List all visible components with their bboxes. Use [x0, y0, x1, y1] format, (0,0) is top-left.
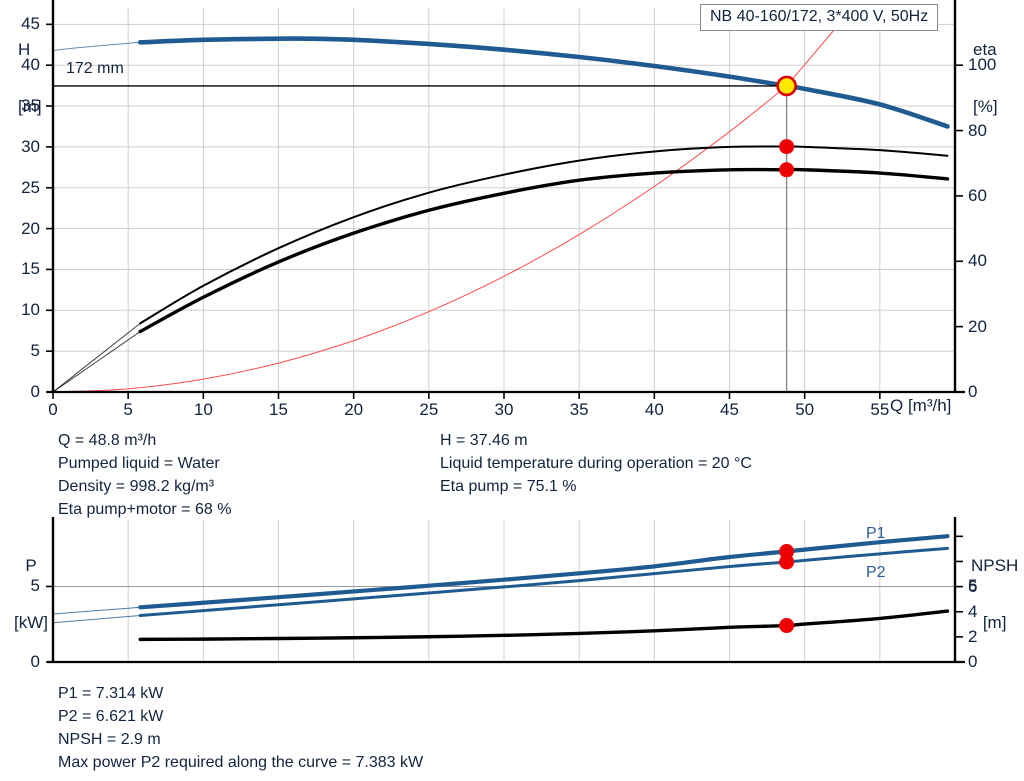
duty-info-right-1: Liquid temperature during operation = 20…: [440, 455, 752, 472]
bottom-npsh-tick-label: 0: [968, 652, 978, 671]
model-title-box: NB 40-160/172, 3*400 V, 50Hz: [700, 4, 939, 31]
top-eta-tick-label: 20: [968, 316, 987, 336]
bottom-npsh-extra-tick-label: 5: [968, 576, 978, 596]
npsh-curve: [138, 609, 950, 642]
top-chart: H [m] eta [%] Q [m³/h] 172 mm NB 40-160/…: [18, 0, 1001, 419]
power-npsh-plot: [46, 517, 965, 664]
bottom-left-axis-title-line1: P: [25, 556, 37, 575]
top-eta-tick-label: 80: [968, 120, 987, 140]
power-info-0: P1 = 7.314 kW: [58, 685, 164, 702]
head-curve: [137, 36, 950, 129]
power-info-2: NPSH = 2.9 m: [58, 731, 161, 748]
npsh-duty-marker: [779, 618, 795, 634]
eta-curve-thin-2: [52, 331, 141, 393]
top-x-tick-label: 5: [123, 400, 133, 419]
eta-curve-1: [139, 145, 949, 325]
power-curve-thin-p2: [52, 614, 141, 624]
top-y-tick-label: 0: [30, 382, 40, 401]
bottom-plot-group: [46, 517, 965, 664]
top-eta-tick-label: 100: [968, 55, 997, 75]
top-eta-tick-label: 60: [968, 185, 987, 205]
bottom-right-axis-title: NPSH [m]: [971, 518, 1018, 670]
power-curve-p2: [138, 546, 949, 617]
p2-duty-marker: [779, 554, 795, 570]
duty-info-right-0: H = 37.46 m: [440, 432, 528, 449]
duty-point-marker[interactable]: [776, 75, 797, 97]
top-plot-group: [46, 0, 965, 399]
power-info-3: Max power P2 required along the curve = …: [58, 754, 424, 771]
top-left-axis-title-line1: H: [18, 40, 31, 59]
top-x-tick-label: 25: [419, 400, 439, 419]
top-x-tick-label: 30: [494, 400, 514, 419]
bottom-right-axis-title-line2: [m]: [982, 613, 1007, 632]
top-x-axis-title: Q [m³/h]: [890, 396, 952, 415]
bottom-left-axis-title: P [kW]: [14, 518, 48, 670]
duty-info-right-2: Eta pump = 75.1 %: [440, 478, 577, 495]
top-eta-tick-label: 40: [968, 251, 987, 271]
top-x-tick-label: 45: [720, 400, 739, 419]
bottom-npsh-tick-label: 6: [968, 576, 978, 596]
duty-info-left-0: Q = 48.8 m³/h: [58, 432, 157, 449]
top-x-tick-label: 0: [48, 400, 58, 419]
top-left-axis-title-line2: [m]: [18, 97, 42, 116]
head-eta-plot: [46, 0, 965, 399]
top-x-tick-label: 35: [569, 400, 589, 419]
top-y-tick-label: 45: [21, 14, 40, 34]
power-curve-thin-p1: [52, 606, 141, 615]
series-label-p2: P2: [866, 564, 886, 581]
p1-duty-marker: [779, 544, 795, 560]
top-x-tick-label: 40: [644, 400, 664, 419]
power-curve-p1: [138, 534, 950, 610]
head-curve-thin: [52, 41, 141, 51]
top-y-tick-label: 35: [21, 96, 40, 116]
power-info-block: P1 = 7.314 kW P2 = 6.621 kW NPSH = 2.9 m…: [0, 680, 1024, 780]
top-right-axis-title: eta [%]: [973, 2, 1001, 154]
bottom-right-axis-title-line1: NPSH: [971, 556, 1019, 575]
top-left-axis-title: H [m]: [18, 2, 46, 154]
top-y-tick-label: 25: [21, 177, 40, 197]
top-y-tick-label: 40: [21, 55, 40, 75]
impeller-label: 172 mm: [66, 60, 124, 77]
eta-pump-marker: [779, 139, 795, 155]
system-curve: [52, 85, 787, 393]
top-x-tick-label: 55: [870, 400, 890, 419]
bottom-left-axis-title-line2: [kW]: [14, 613, 48, 632]
top-x-tick-label: 10: [193, 400, 213, 419]
top-y-tick-label: 5: [30, 341, 40, 361]
duty-info-block: Q = 48.8 m³/h Pumped liquid = Water Dens…: [0, 424, 1024, 518]
bottom-power-tick-label: 0: [30, 652, 40, 671]
bottom-npsh-tick-label: 4: [968, 601, 978, 621]
top-y-tick-label: 15: [21, 259, 40, 279]
bottom-npsh-tick-label: 2: [968, 626, 978, 646]
top-x-tick-label: 15: [269, 400, 288, 419]
eta-pump-motor-marker: [779, 162, 795, 178]
duty-info-left-2: Density = 998.2 kg/m³: [58, 478, 215, 495]
power-info-1: P2 = 6.621 kW: [58, 708, 164, 725]
duty-info-left-3: Eta pump+motor = 68 %: [58, 501, 232, 518]
top-right-axis-title-line1: eta: [973, 40, 997, 59]
top-x-tick-label: 20: [344, 400, 364, 419]
eta-curve-thin-1: [52, 322, 141, 393]
top-y-tick-label: 30: [21, 136, 40, 156]
top-right-axis-title-line2: [%]: [973, 97, 998, 116]
duty-info-left-1: Pumped liquid = Water: [58, 455, 220, 472]
top-eta-tick-label: 0: [968, 382, 978, 401]
top-y-tick-label: 10: [21, 300, 40, 320]
bottom-power-tick-label: 5: [30, 576, 40, 596]
series-label-p1: P1: [866, 525, 886, 542]
eta-curve-2: [138, 167, 950, 334]
top-y-tick-label: 20: [21, 218, 40, 238]
top-x-tick-label: 50: [795, 400, 815, 419]
